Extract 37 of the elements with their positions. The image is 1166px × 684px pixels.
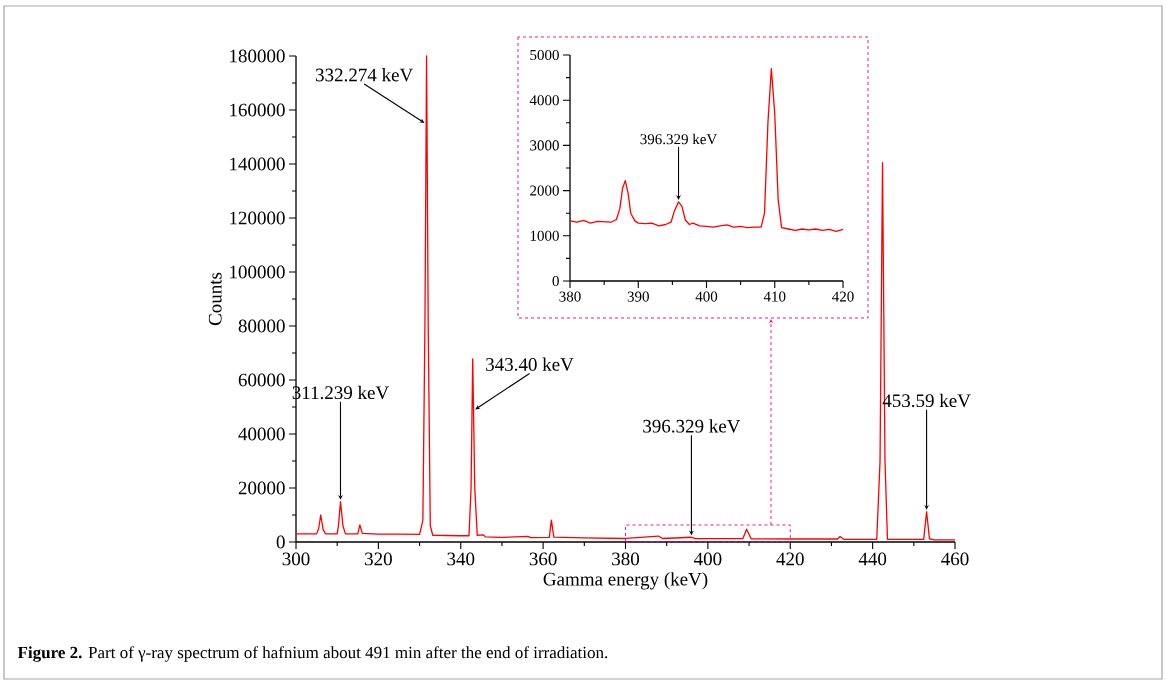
- y-axis-title: Counts: [208, 272, 222, 326]
- annotation: 343.40 keV: [486, 357, 574, 371]
- y-tick-label: 0: [552, 275, 559, 287]
- x-tick-label: 360: [529, 552, 557, 566]
- text: Figure 2. Part of γ-ray spectrum of hafnium about 491 min after the end of irradiation.: [17, 646, 608, 662]
- annotation: 396.329 keV: [640, 133, 718, 145]
- y-tick-label: 140000: [230, 157, 285, 171]
- y-tick-label: 180000: [230, 49, 285, 63]
- x-tick-label: 410: [763, 291, 786, 302]
- x-tick-label: 380: [612, 552, 640, 566]
- y-tick-label: 160000: [230, 103, 285, 117]
- x-tick-label: 400: [694, 552, 722, 566]
- x-tick-label: 420: [832, 291, 854, 302]
- x-tick-label: 340: [447, 552, 475, 566]
- y-tick-label: 3000: [530, 140, 559, 151]
- y-tick-label: 2000: [530, 185, 559, 196]
- annotation: 396.329 keV: [643, 419, 741, 433]
- x-axis-title: Gamma energy (keV): [543, 572, 708, 590]
- x-tick-label: 380: [559, 291, 581, 302]
- annotation: 332.274 keV: [315, 68, 414, 82]
- y-tick-label: 20000: [238, 481, 285, 495]
- y-tick-label: 60000: [238, 373, 285, 387]
- x-tick-label: 300: [282, 552, 310, 566]
- x-tick-label: 420: [776, 552, 804, 566]
- x-tick-label: 390: [627, 291, 649, 302]
- y-tick-label: 4000: [529, 95, 559, 106]
- y-tick-label: 0: [276, 535, 285, 549]
- x-tick-label: 320: [365, 552, 392, 566]
- y-tick-label: 5000: [530, 49, 559, 61]
- y-tick-label: 120000: [230, 211, 285, 225]
- y-tick-label: 40000: [238, 427, 285, 441]
- y-tick-label: 1000: [530, 230, 559, 241]
- x-tick-label: 400: [695, 291, 718, 302]
- y-tick-label: 100000: [230, 265, 285, 279]
- x-tick-label: 460: [941, 552, 969, 566]
- y-tick-label: 80000: [238, 319, 285, 333]
- x-tick-label: 440: [858, 552, 887, 566]
